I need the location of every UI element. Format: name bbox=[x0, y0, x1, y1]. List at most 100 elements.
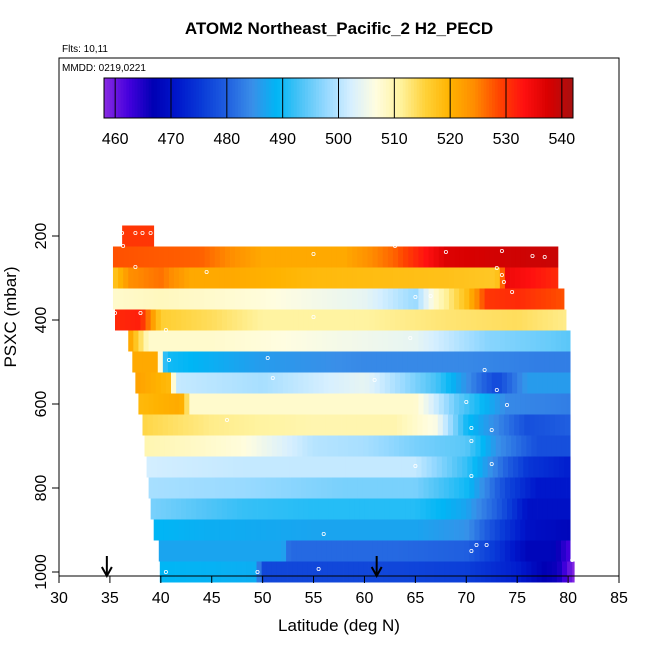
heatmap-cell bbox=[486, 498, 493, 520]
heatmap-cell bbox=[371, 351, 378, 373]
heatmap-cell bbox=[153, 288, 160, 310]
heatmap-cell bbox=[145, 372, 152, 394]
heatmap-cell bbox=[195, 561, 201, 583]
heatmap-cell bbox=[163, 393, 170, 415]
heatmap-cell bbox=[545, 519, 552, 541]
heatmap-cell bbox=[381, 414, 388, 436]
heatmap-cell bbox=[437, 414, 444, 436]
heatmap-cell bbox=[511, 561, 517, 583]
heatmap-cell bbox=[324, 456, 331, 478]
heatmap-cell bbox=[367, 477, 373, 499]
heatmap-cell bbox=[374, 309, 381, 331]
heatmap-cell bbox=[438, 330, 445, 352]
heatmap-cell bbox=[515, 540, 521, 562]
heatmap-cell bbox=[181, 309, 187, 331]
colorbar-tick-label: 540 bbox=[548, 131, 575, 148]
heatmap-cell bbox=[321, 330, 328, 352]
heatmap-cell bbox=[198, 351, 204, 373]
heatmap-cell bbox=[362, 288, 368, 310]
colorbar-segment bbox=[545, 78, 549, 118]
colorbar-segment bbox=[564, 78, 568, 118]
heatmap-cell bbox=[392, 330, 399, 352]
heatmap-cell bbox=[342, 267, 348, 289]
heatmap-cell bbox=[321, 288, 328, 310]
heatmap-cell bbox=[527, 498, 533, 520]
heatmap-cell bbox=[458, 351, 464, 373]
heatmap-cell bbox=[133, 330, 139, 352]
heatmap-cell bbox=[413, 477, 419, 499]
heatmap-cell bbox=[386, 414, 393, 436]
heatmap-cell bbox=[189, 540, 195, 562]
heatmap-cell bbox=[251, 435, 257, 457]
heatmap-cell bbox=[179, 246, 185, 268]
heatmap-cell bbox=[530, 477, 536, 499]
heatmap-cell bbox=[313, 309, 320, 331]
heatmap-cell bbox=[469, 393, 475, 415]
x-tick-label: 35 bbox=[101, 590, 119, 607]
heatmap-cell bbox=[531, 435, 537, 457]
heatmap-cell bbox=[439, 435, 446, 457]
heatmap-cell bbox=[555, 540, 562, 562]
heatmap-cell bbox=[286, 267, 292, 289]
heatmap-cell bbox=[291, 540, 297, 562]
colorbar-segment bbox=[391, 78, 395, 118]
heatmap-cell bbox=[249, 351, 255, 373]
heatmap-cell bbox=[443, 246, 450, 268]
heatmap-cell bbox=[480, 561, 487, 583]
heatmap-cell bbox=[454, 393, 460, 415]
heatmap-cell bbox=[520, 330, 526, 352]
heatmap-cell bbox=[147, 225, 154, 247]
heatmap-cell bbox=[505, 435, 512, 457]
heatmap-cell bbox=[305, 351, 311, 373]
heatmap-cell bbox=[443, 540, 450, 562]
heatmap-cell bbox=[525, 540, 531, 562]
heatmap-cell bbox=[486, 309, 493, 331]
heatmap-cell bbox=[306, 393, 312, 415]
heatmap-cell bbox=[142, 414, 148, 436]
heatmap-cell bbox=[452, 456, 458, 478]
heatmap-cell bbox=[504, 330, 511, 352]
heatmap-cell bbox=[489, 540, 496, 562]
heatmap-cell bbox=[158, 288, 165, 310]
heatmap-cell bbox=[142, 351, 148, 373]
flights-note: Flts: 10,11 bbox=[62, 44, 108, 55]
colorbar-segment bbox=[265, 78, 270, 118]
heatmap-cell bbox=[326, 540, 333, 562]
heatmap-cell bbox=[405, 372, 411, 394]
observation-marker bbox=[133, 264, 138, 269]
heatmap-cell bbox=[413, 267, 419, 289]
heatmap-cell bbox=[461, 372, 467, 394]
colorbar-segment bbox=[492, 78, 496, 118]
x-tick-label: 45 bbox=[203, 590, 221, 607]
heatmap-cell bbox=[301, 288, 307, 310]
heatmap-cell bbox=[405, 309, 411, 331]
heatmap-cell bbox=[214, 267, 221, 289]
heatmap-cell bbox=[263, 456, 270, 478]
heatmap-cell bbox=[408, 477, 414, 499]
heatmap-cell bbox=[174, 477, 180, 499]
heatmap-cell bbox=[302, 561, 308, 583]
heatmap-cell bbox=[224, 246, 231, 268]
heatmap-cell bbox=[189, 477, 195, 499]
heatmap-cell bbox=[230, 393, 236, 415]
heatmap-cell bbox=[464, 477, 470, 499]
heatmap-cell bbox=[402, 351, 408, 373]
heatmap-cell bbox=[123, 246, 129, 268]
heatmap-cell bbox=[418, 288, 424, 310]
heatmap-cell bbox=[158, 540, 165, 562]
heatmap-cell bbox=[485, 561, 492, 583]
colorbar-segment bbox=[210, 78, 214, 118]
colorbar-segment bbox=[497, 78, 501, 118]
heatmap-cell bbox=[286, 330, 292, 352]
heatmap-cell bbox=[316, 519, 323, 541]
heatmap-cell bbox=[271, 561, 278, 583]
heatmap-cell bbox=[318, 498, 325, 520]
heatmap-cell bbox=[471, 498, 477, 520]
heatmap-cell bbox=[482, 456, 489, 478]
heatmap-cell bbox=[303, 498, 309, 520]
heatmap-cell bbox=[199, 540, 205, 562]
heatmap-cell bbox=[279, 414, 286, 436]
observation-marker bbox=[570, 558, 575, 563]
colorbar-segment bbox=[115, 78, 119, 118]
heatmap-cell bbox=[403, 393, 409, 415]
